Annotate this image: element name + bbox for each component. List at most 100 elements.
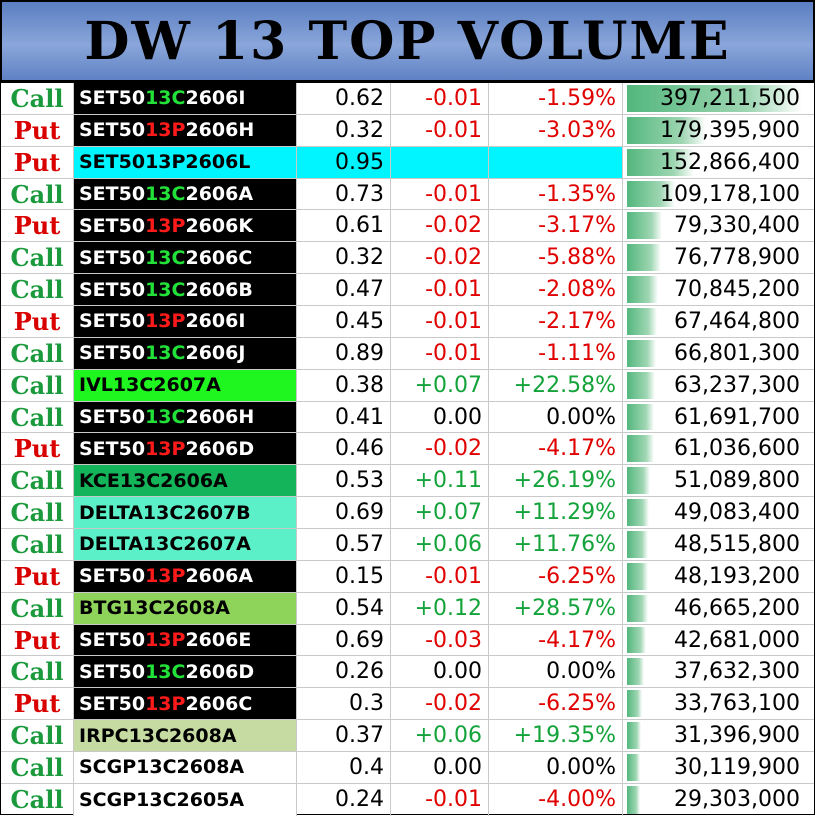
- warrant-name-segment: 13C: [145, 660, 186, 683]
- warrant-name-segment: SET50: [79, 437, 146, 460]
- volume-cell: 67,464,800: [623, 306, 814, 337]
- warrant-name-segment: SET50: [79, 310, 146, 333]
- volume-cell: 46,665,200: [623, 593, 814, 624]
- table-row: Put SET50 13P 2606E 0.69 -0.03 -4.17% 42,681,00…: [1, 624, 814, 657]
- option-type: Call: [1, 83, 74, 114]
- warrant-name-segment: 2606H: [185, 119, 255, 142]
- warrant-name-segment: 13P: [145, 310, 186, 333]
- warrant-name-segment: 13C: [145, 342, 186, 365]
- option-type: Call: [1, 242, 74, 274]
- warrant-name: DELTA13C2607B: [74, 497, 297, 529]
- volume-cell: 51,089,800: [623, 465, 814, 496]
- last-price: 0.69: [297, 497, 391, 529]
- volume-value: 33,763,100: [674, 691, 800, 717]
- price-change: 0.00: [391, 752, 489, 783]
- table-row: Call SET50 13C 2606C 0.32 -0.02 -5.88% 76,778,9…: [1, 242, 814, 275]
- warrant-name: SET50 13C 2606A: [74, 178, 297, 210]
- volume-cell: 30,119,900: [623, 752, 814, 783]
- volume-value: 42,681,000: [674, 627, 800, 653]
- warrant-name: SET50 13P 2606D: [74, 433, 297, 465]
- warrant-name: SET50 13C 2606H: [74, 401, 297, 433]
- warrant-name-segment: SET50: [79, 692, 146, 715]
- option-type: Put: [1, 114, 74, 146]
- volume-cell: 397,211,500: [623, 83, 814, 114]
- last-price: 0.95: [297, 146, 391, 178]
- percent-change: 0.00%: [489, 752, 623, 783]
- warrant-name-segment: 2606I: [185, 310, 246, 333]
- last-price: 0.24: [297, 783, 391, 816]
- table-row: Put SET50 13P 2606C 0.3 -0.02 -6.25% 33,763,100: [1, 688, 814, 721]
- warrant-name-segment: SET50: [79, 660, 146, 683]
- percent-change: -3.03%: [489, 114, 623, 146]
- volume-bar: [627, 339, 657, 367]
- volume-value: 63,237,300: [674, 372, 800, 398]
- last-price: 0.47: [297, 274, 391, 306]
- warrant-name: SET50 13C 2606I: [74, 83, 297, 114]
- warrant-name-segment: IVL13C2607A: [79, 374, 221, 397]
- option-type: Put: [1, 688, 74, 720]
- option-type: Put: [1, 146, 74, 178]
- volume-bar: [627, 531, 649, 558]
- volume-cell: 76,778,900: [623, 242, 814, 273]
- option-type: Call: [1, 592, 74, 624]
- warrant-name: SET50 13C 2606D: [74, 656, 297, 688]
- volume-value: 397,211,500: [660, 85, 800, 111]
- price-change: -0.01: [391, 560, 489, 592]
- volume-value: 152,866,400: [660, 149, 800, 175]
- warrant-name-segment: 2606D: [185, 437, 255, 460]
- volume-bar: [627, 116, 707, 144]
- last-price: 0.61: [297, 210, 391, 242]
- volume-bar: [627, 308, 657, 335]
- volume-cell: 79,330,400: [623, 210, 814, 241]
- option-type: Call: [1, 497, 74, 529]
- option-type: Call: [1, 178, 74, 210]
- volume-value: 61,691,700: [674, 404, 800, 430]
- header-banner: DW 13 TOP VOLUME: [0, 0, 815, 82]
- price-change: +0.07: [391, 497, 489, 529]
- price-change: +0.12: [391, 592, 489, 624]
- volume-bar: [627, 212, 662, 240]
- volume-bar: [627, 499, 649, 527]
- percent-change: -5.88%: [489, 242, 623, 274]
- volume-cell: 152,866,400: [623, 147, 814, 178]
- table-row: Call KCE13C2606A 0.53 +0.11 +26.19% 51,089,80…: [1, 465, 814, 498]
- warrant-name: SCGP13C2605A: [74, 783, 297, 816]
- volume-bar: [627, 690, 642, 718]
- option-type: Call: [1, 401, 74, 433]
- volume-bar: [627, 626, 646, 654]
- warrant-name: IRPC13C2608A: [74, 720, 297, 752]
- warrant-name-segment: SCGP13C2608A: [79, 756, 245, 779]
- last-price: 0.45: [297, 306, 391, 337]
- percent-change: +22.58%: [489, 369, 623, 401]
- price-change: [391, 146, 489, 178]
- option-type: Put: [1, 433, 74, 465]
- warrant-name-segment: 2606A: [185, 565, 254, 588]
- percent-change: -4.00%: [489, 783, 623, 816]
- volume-bar: [627, 85, 802, 112]
- volume-value: 66,801,300: [674, 340, 800, 366]
- volume-bar: [627, 562, 649, 590]
- volume-value: 61,036,600: [674, 436, 800, 462]
- warrant-name-segment: 13P: [145, 629, 186, 652]
- table-row: Call SET50 13C 2606J 0.89 -0.01 -1.11% 66,801,3…: [1, 337, 814, 370]
- volume-value: 37,632,300: [674, 659, 800, 685]
- table-row: Put SET50 13P 2606K 0.61 -0.02 -3.17% 79,330,40…: [1, 210, 814, 243]
- volume-cell: 66,801,300: [623, 338, 814, 369]
- warrant-name-segment: 13C: [145, 183, 186, 205]
- volume-value: 49,083,400: [674, 500, 800, 526]
- warrant-name-segment: SET50: [79, 629, 146, 652]
- page-title: DW 13 TOP VOLUME: [84, 10, 731, 72]
- volume-bar: [627, 371, 655, 399]
- price-change: -0.01: [391, 337, 489, 369]
- table-row: Put SET50 13P 2606A 0.15 -0.01 -6.25% 48,193,20…: [1, 560, 814, 593]
- warrant-name-segment: 2606H: [185, 406, 255, 429]
- warrant-name: SET50 13P 2606H: [74, 114, 297, 146]
- warrant-name-segment: 2606A: [185, 183, 254, 205]
- percent-change: +28.57%: [489, 592, 623, 624]
- percent-change: 0.00%: [489, 401, 623, 433]
- option-type: Call: [1, 465, 74, 497]
- volume-cell: 63,237,300: [623, 370, 814, 401]
- price-change: -0.03: [391, 624, 489, 656]
- option-type: Call: [1, 720, 74, 752]
- warrant-name: SET50 13P 2606C: [74, 688, 297, 720]
